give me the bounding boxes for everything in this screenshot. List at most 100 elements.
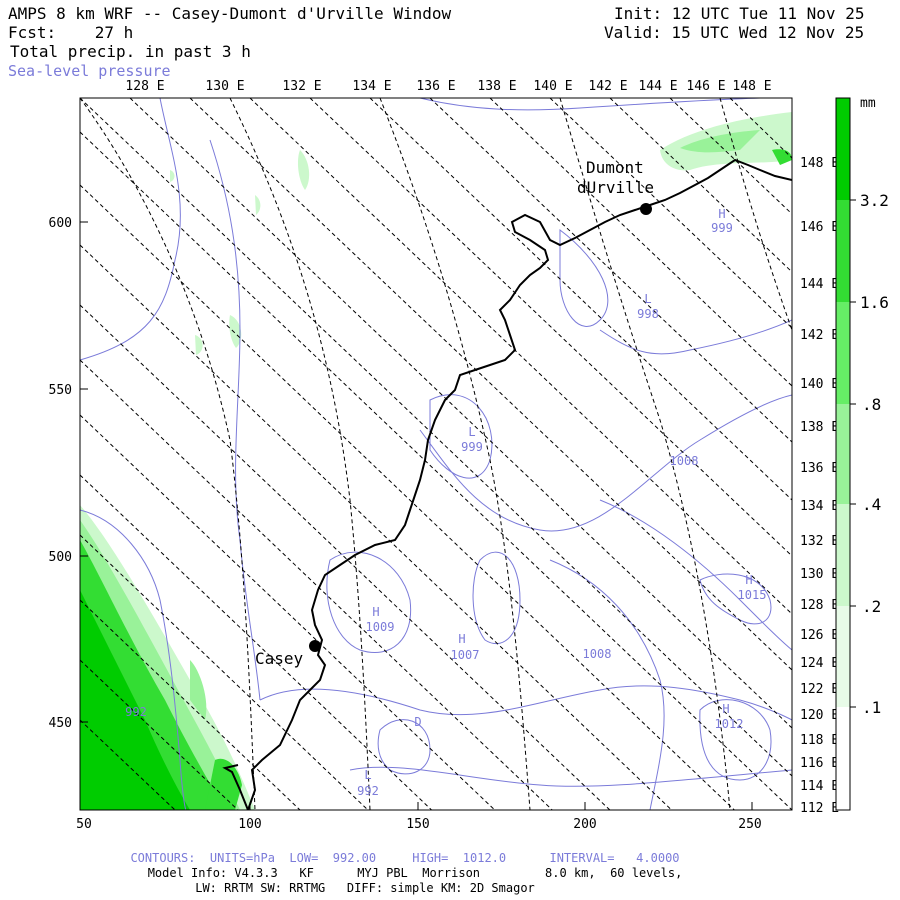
right-lon-label: 140 E bbox=[800, 377, 839, 392]
right-lon-label: 116 E bbox=[800, 756, 839, 771]
top-lon-label: 148 E bbox=[732, 79, 771, 94]
pc-value: 1008 bbox=[670, 454, 699, 468]
top-lon-label: 142 E bbox=[588, 79, 627, 94]
right-lon-label: 130 E bbox=[800, 567, 839, 582]
field-description: Total precip. in past 3 h bbox=[10, 42, 251, 61]
pc-value: 992 bbox=[125, 705, 147, 719]
x-axis-label: 200 bbox=[573, 817, 596, 832]
pc-type: H bbox=[722, 702, 729, 716]
top-lon-label: 134 E bbox=[352, 79, 391, 94]
pc-type: L bbox=[364, 768, 371, 782]
valid-time: Valid: 15 UTC Wed 12 Nov 25 bbox=[604, 23, 865, 42]
station-dumont-marker bbox=[640, 203, 652, 215]
right-lon-label: 112 E bbox=[800, 801, 839, 816]
top-lon-label: 146 E bbox=[686, 79, 725, 94]
pc-type: H bbox=[372, 605, 379, 619]
pressure-center-labels: H 999 L 998 L 999 1008 H 1009 H 1007 100… bbox=[125, 207, 766, 798]
pc-value: 992 bbox=[357, 784, 379, 798]
pc-value: 999 bbox=[711, 221, 733, 235]
pc-type: H bbox=[718, 207, 725, 221]
right-lon-label: 114 E bbox=[800, 779, 839, 794]
top-longitude-labels: 128 E 130 E 132 E 134 E 136 E 138 E 140 … bbox=[125, 79, 771, 94]
station-casey-marker bbox=[309, 640, 321, 652]
y-axis-label: 600 bbox=[49, 216, 72, 231]
y-axis-label: 500 bbox=[49, 550, 72, 565]
legend-swatch bbox=[836, 707, 850, 810]
right-lon-label: 144 E bbox=[800, 277, 839, 292]
station-dumont-label-line1: Dumont bbox=[586, 158, 644, 177]
right-lon-label: 120 E bbox=[800, 708, 839, 723]
legend-swatch bbox=[836, 404, 850, 504]
legend-swatch bbox=[836, 504, 850, 606]
pc-value: 1012 bbox=[715, 717, 744, 731]
top-lon-label: 136 E bbox=[416, 79, 455, 94]
right-lon-label: 124 E bbox=[800, 656, 839, 671]
right-lon-label: 122 E bbox=[800, 682, 839, 697]
legend-label: .2 bbox=[862, 597, 881, 616]
map-title: AMPS 8 km WRF -- Casey-Dumont d'Urville … bbox=[8, 4, 452, 23]
forecast-hour: Fcst: 27 h bbox=[8, 23, 134, 42]
pc-type: L bbox=[468, 425, 475, 439]
legend-swatch bbox=[836, 606, 850, 707]
legend-label: .8 bbox=[862, 395, 881, 414]
overlay-description: Sea-level pressure bbox=[8, 62, 171, 80]
pc-type: L bbox=[644, 292, 651, 306]
coastline bbox=[247, 158, 792, 810]
legend-unit: mm bbox=[860, 96, 876, 111]
station-markers bbox=[309, 203, 652, 652]
precip-legend: mm 3.2 1.6 .8 .4 .2 .1 bbox=[835, 96, 889, 811]
plot-border bbox=[79, 97, 793, 811]
pc-value: 1015 bbox=[738, 588, 767, 602]
x-axis-label: 250 bbox=[738, 817, 761, 832]
station-dumont-label-line2: dUrville bbox=[577, 178, 654, 197]
right-lon-label: 126 E bbox=[800, 628, 839, 643]
pc-value: 998 bbox=[637, 307, 659, 321]
pressure-contours bbox=[80, 98, 792, 810]
physics-info: LW: RRTM SW: RRTMG DIFF: simple KM: 2D S… bbox=[195, 881, 535, 895]
top-lon-label: 140 E bbox=[533, 79, 572, 94]
right-lon-label: 138 E bbox=[800, 420, 839, 435]
y-axis-labels: 600 550 500 450 bbox=[49, 216, 72, 731]
pc-value: 1009 bbox=[366, 620, 395, 634]
right-lon-label: 142 E bbox=[800, 328, 839, 343]
right-lon-label: 118 E bbox=[800, 733, 839, 748]
legend-swatch bbox=[836, 98, 850, 200]
right-lon-label: 148 E bbox=[800, 156, 839, 171]
right-lon-label: 128 E bbox=[800, 598, 839, 613]
x-axis-label: 100 bbox=[238, 817, 261, 832]
right-lon-label: 136 E bbox=[800, 461, 839, 476]
legend-swatch bbox=[836, 302, 850, 404]
axis-ticks bbox=[79, 221, 753, 810]
top-lon-label: 128 E bbox=[125, 79, 164, 94]
legend-label: .4 bbox=[862, 495, 881, 514]
latlon-grid bbox=[80, 98, 792, 810]
right-lon-label: 134 E bbox=[800, 499, 839, 514]
x-axis-labels: 50 100 150 200 250 bbox=[76, 817, 762, 832]
pc-type: D bbox=[414, 715, 421, 729]
top-lon-label: 130 E bbox=[205, 79, 244, 94]
pc-value: 999 bbox=[461, 440, 483, 454]
model-info: Model Info: V4.3.3 KF MYJ PBL Morrison 8… bbox=[147, 866, 683, 880]
right-lon-label: 132 E bbox=[800, 534, 839, 549]
pc-value: 1008 bbox=[583, 647, 612, 661]
legend-label: 3.2 bbox=[860, 191, 889, 210]
y-axis-label: 450 bbox=[49, 716, 72, 731]
x-axis-label: 150 bbox=[406, 817, 429, 832]
right-lon-label: 146 E bbox=[800, 220, 839, 235]
top-lon-label: 132 E bbox=[282, 79, 321, 94]
pc-value: 1007 bbox=[451, 648, 480, 662]
pc-type: H bbox=[745, 573, 752, 587]
station-casey-label: Casey bbox=[255, 649, 304, 668]
init-time: Init: 12 UTC Tue 11 Nov 25 bbox=[614, 4, 865, 23]
top-lon-label: 138 E bbox=[477, 79, 516, 94]
contour-info: CONTOURS: UNITS=hPa LOW= 992.00 HIGH= 10… bbox=[130, 851, 680, 865]
pc-type: H bbox=[458, 632, 465, 646]
coastline-ice bbox=[222, 764, 249, 810]
legend-label: 1.6 bbox=[860, 293, 889, 312]
top-lon-label: 144 E bbox=[638, 79, 677, 94]
legend-label: .1 bbox=[862, 698, 881, 717]
x-axis-label: 50 bbox=[76, 817, 92, 832]
precip-shading bbox=[80, 112, 792, 810]
legend-swatch bbox=[836, 200, 850, 302]
